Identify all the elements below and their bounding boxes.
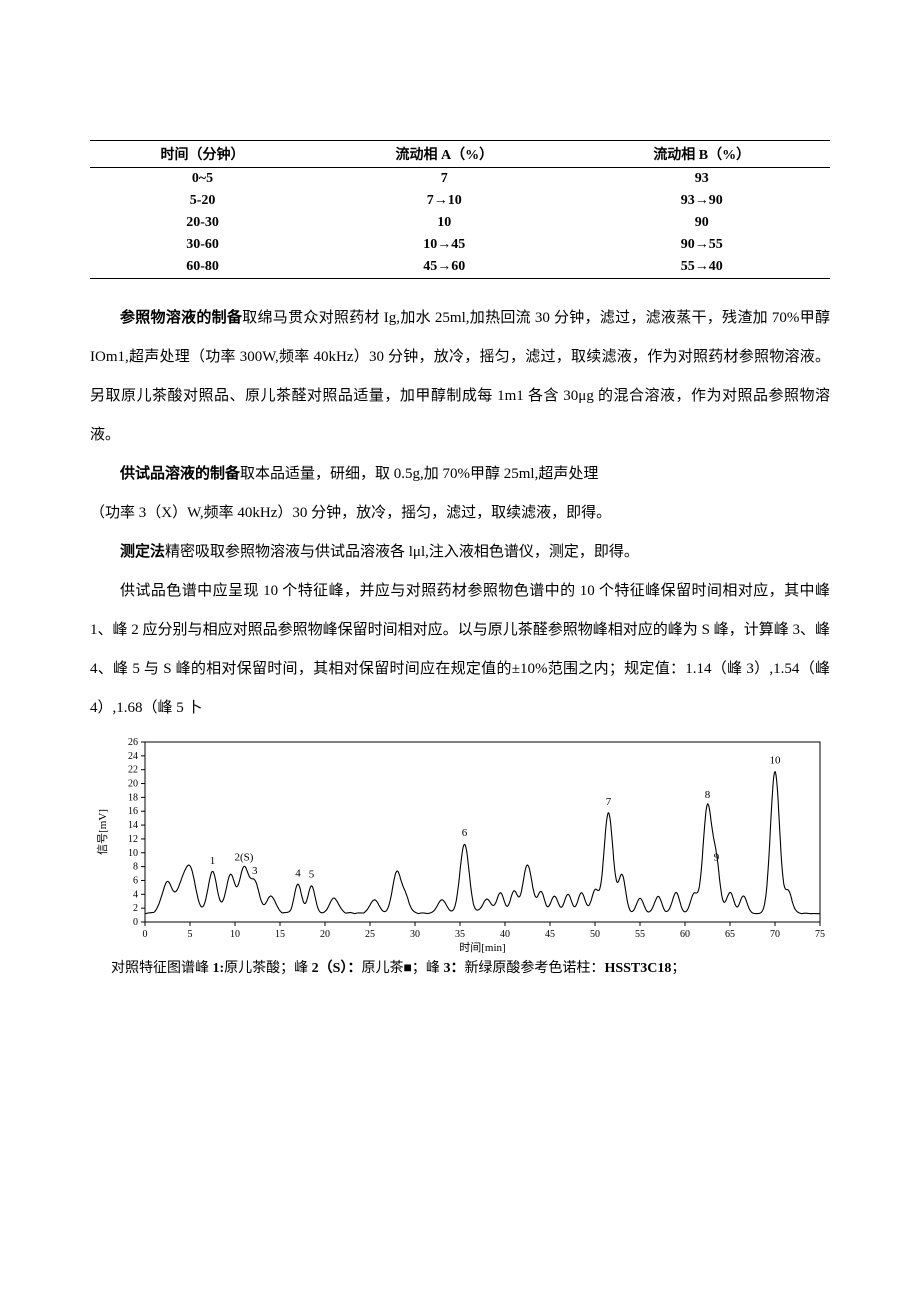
cap-pre: 对照特征图谱峰 <box>111 961 213 976</box>
para-ref-solution: 参照物溶液的制备取绵马贯众对照药材 Ig,加水 25ml,加热回流 30 分钟，… <box>90 299 830 455</box>
svg-text:9: 9 <box>714 851 720 863</box>
table-cell: 10→45 <box>315 234 573 256</box>
table-row: 60-8045→6055→40 <box>90 256 830 279</box>
cap-t4: ； <box>671 961 685 976</box>
table-header-row: 时间（分钟） 流动相 A（%） 流动相 B（%） <box>90 141 830 168</box>
svg-text:1: 1 <box>210 855 216 867</box>
svg-text:22: 22 <box>128 765 138 776</box>
svg-text:70: 70 <box>770 929 780 940</box>
svg-text:16: 16 <box>128 806 138 817</box>
svg-text:40: 40 <box>500 929 510 940</box>
para-sample-solution-cont: （功率 3（X）W,频率 40kHz）30 分钟，放冷，摇匀，滤过，取续滤液，即… <box>90 494 830 533</box>
table-cell: 93→90 <box>573 190 830 212</box>
body-text: 参照物溶液的制备取绵马贯众对照药材 Ig,加水 25ml,加热回流 30 分钟，… <box>90 299 830 728</box>
svg-text:55: 55 <box>635 929 645 940</box>
para2-rest: 取本品适量，研细，取 0.5g,加 70%甲醇 25ml,超声处理 <box>240 466 598 482</box>
table-cell: 10 <box>315 212 573 234</box>
document-page: 时间（分钟） 流动相 A（%） 流动相 B（%） 0~57935-207→109… <box>0 0 920 1301</box>
svg-text:3: 3 <box>252 865 258 877</box>
svg-text:12: 12 <box>128 834 138 845</box>
table-cell: 0~5 <box>90 168 315 191</box>
table-cell: 60-80 <box>90 256 315 279</box>
svg-text:15: 15 <box>275 929 285 940</box>
table-row: 20-301090 <box>90 212 830 234</box>
svg-text:14: 14 <box>128 820 138 831</box>
col-mobA: 流动相 A（%） <box>315 141 573 168</box>
cap-t1: 原儿茶酸；峰 <box>224 961 312 976</box>
svg-text:5: 5 <box>188 929 193 940</box>
cap-t3: 新绿原酸参考色诺柱： <box>464 961 604 976</box>
table-cell: 7→10 <box>315 190 573 212</box>
table-row: 30-6010→4590→55 <box>90 234 830 256</box>
table-row: 5-207→1093→90 <box>90 190 830 212</box>
para3-rest: 精密吸取参照物溶液与供试品溶液各 lμl,注入液相色谱仪，测定，即得。 <box>165 544 639 560</box>
svg-text:7: 7 <box>606 796 612 808</box>
para1-rest: 取绵马贯众对照药材 Ig,加水 25ml,加热回流 30 分钟，滤过，滤液蒸干，… <box>90 310 830 443</box>
svg-text:10: 10 <box>230 929 240 940</box>
para-result: 供试品色谱中应呈现 10 个特征峰，并应与对照药材参照物色谱中的 10 个特征峰… <box>90 572 830 728</box>
svg-text:0: 0 <box>143 929 148 940</box>
para3-lead: 测定法 <box>120 544 165 560</box>
svg-text:60: 60 <box>680 929 690 940</box>
svg-text:2: 2 <box>133 903 138 914</box>
svg-text:4: 4 <box>133 889 138 900</box>
svg-text:时间[min]: 时间[min] <box>459 941 505 954</box>
table-cell: 7 <box>315 168 573 191</box>
para1-lead: 参照物溶液的制备 <box>120 310 242 326</box>
svg-text:5: 5 <box>309 869 315 881</box>
col-time: 时间（分钟） <box>90 141 315 168</box>
table-cell: 5-20 <box>90 190 315 212</box>
svg-text:75: 75 <box>815 929 825 940</box>
chart-caption: 对照特征图谱峰 1:原儿茶酸；峰 2（S）：原儿茶■；峰 3：新绿原酸参考色诺柱… <box>90 956 830 981</box>
svg-text:信号[mV]: 信号[mV] <box>96 809 109 855</box>
para-sample-solution: 供试品溶液的制备取本品适量，研细，取 0.5g,加 70%甲醇 25ml,超声处… <box>90 455 830 494</box>
table-cell: 93 <box>573 168 830 191</box>
table-cell: 45→60 <box>315 256 573 279</box>
svg-text:20: 20 <box>128 779 138 790</box>
svg-text:25: 25 <box>365 929 375 940</box>
svg-text:26: 26 <box>128 737 138 748</box>
cap-t2: 原儿茶■；峰 <box>361 961 443 976</box>
table-cell: 20-30 <box>90 212 315 234</box>
cap-b4: HSST3C18 <box>604 961 671 976</box>
cap-b1: 1: <box>213 961 225 976</box>
svg-text:65: 65 <box>725 929 735 940</box>
svg-text:10: 10 <box>770 754 782 766</box>
col-mobB: 流动相 B（%） <box>573 141 830 168</box>
svg-text:0: 0 <box>133 917 138 928</box>
chromatogram-svg: 0246810121416182022242605101520253035404… <box>90 734 830 954</box>
svg-text:6: 6 <box>133 875 138 886</box>
svg-text:45: 45 <box>545 929 555 940</box>
para-assay: 测定法精密吸取参照物溶液与供试品溶液各 lμl,注入液相色谱仪，测定，即得。 <box>90 533 830 572</box>
chromatogram-chart: 0246810121416182022242605101520253035404… <box>90 734 830 954</box>
cap-b2: 2（S）： <box>312 961 362 976</box>
table-body: 0~57935-207→1093→9020-30109030-6010→4590… <box>90 168 830 279</box>
table-cell: 90→55 <box>573 234 830 256</box>
svg-text:10: 10 <box>128 848 138 859</box>
table-cell: 55→40 <box>573 256 830 279</box>
svg-text:4: 4 <box>295 867 301 879</box>
para2-lead: 供试品溶液的制备 <box>120 466 240 482</box>
svg-text:20: 20 <box>320 929 330 940</box>
svg-text:18: 18 <box>128 792 138 803</box>
svg-text:6: 6 <box>462 827 468 839</box>
svg-text:30: 30 <box>410 929 420 940</box>
svg-text:50: 50 <box>590 929 600 940</box>
table-cell: 90 <box>573 212 830 234</box>
svg-text:35: 35 <box>455 929 465 940</box>
svg-text:8: 8 <box>705 789 711 801</box>
table-cell: 30-60 <box>90 234 315 256</box>
cap-b3: 3： <box>443 961 464 976</box>
gradient-table: 时间（分钟） 流动相 A（%） 流动相 B（%） 0~57935-207→109… <box>90 140 830 279</box>
table-row: 0~5793 <box>90 168 830 191</box>
svg-text:2(S): 2(S) <box>235 851 254 863</box>
svg-text:24: 24 <box>128 751 138 762</box>
svg-text:8: 8 <box>133 862 138 873</box>
